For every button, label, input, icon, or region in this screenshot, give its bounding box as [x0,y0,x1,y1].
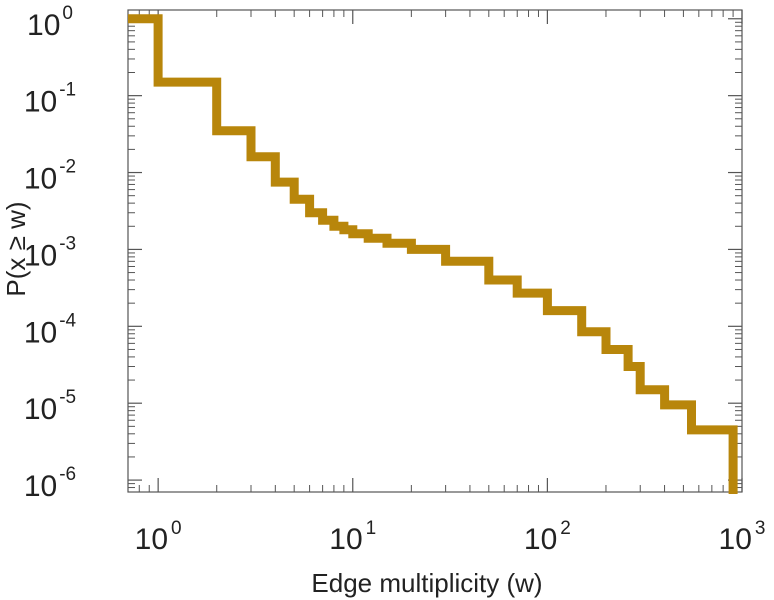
x-tick-label: 10 0 [135,518,182,556]
y-tick-label: 10 -5 [24,387,76,426]
plot-area [127,9,743,493]
x-tick-labels: 10 0 10 1 10 2 10 3 [135,518,766,556]
y-tick-label: 10 -1 [24,80,76,119]
minor-ticks [127,10,742,492]
y-axis-title: P(x ≥ w) [1,201,31,296]
x-tick-label: 10 2 [524,518,571,556]
y-tick-label: 10 -3 [24,233,76,272]
plot-frame [127,9,743,493]
y-tick-label: 10 -4 [24,310,77,349]
series-line-0 [128,14,738,494]
y-tick-label: 10 0 [27,3,73,42]
x-tick-label: 10 1 [329,518,376,556]
y-tick-label: 10 -6 [24,464,76,503]
x-tick-label: 10 3 [719,518,766,556]
major-ticks [128,10,743,492]
x-axis-title: Edge multiplicity (w) [311,568,542,598]
y-tick-label: 10 -2 [24,157,76,196]
series-layer [128,14,738,494]
